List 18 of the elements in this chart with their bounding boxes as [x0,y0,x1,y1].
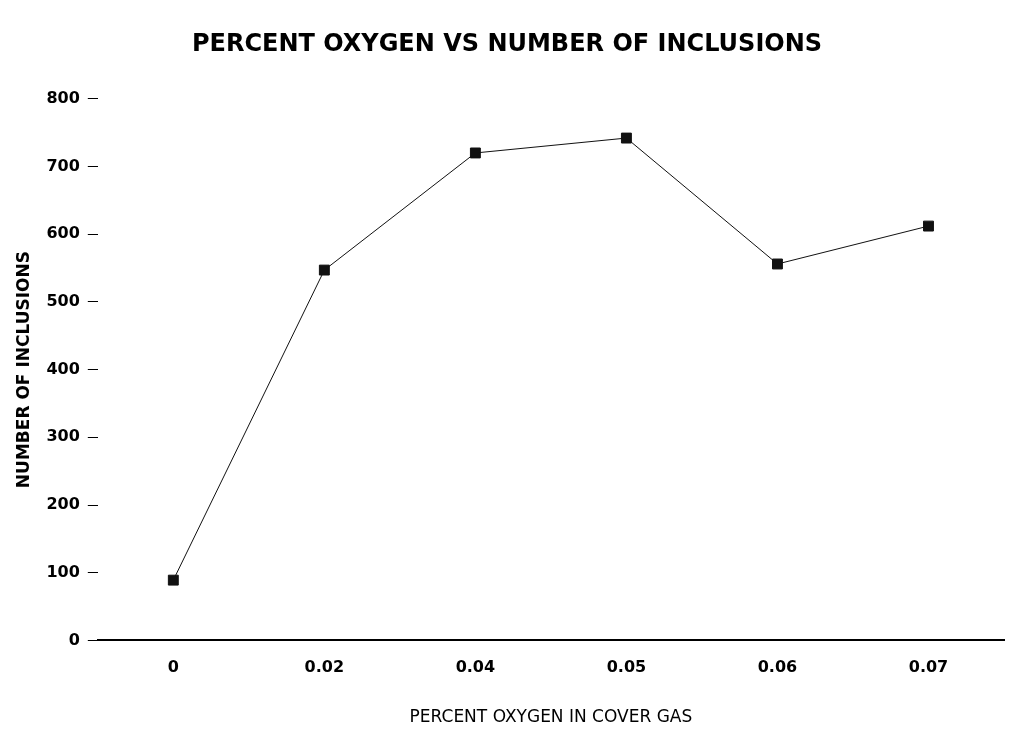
x-tick-label: 0.05 [606,657,647,677]
x-tick-label: 0.06 [757,657,798,677]
x-tick-label: 0.07 [908,657,949,677]
y-tick-label: 0 [68,629,80,649]
x-tick-label: 0.02 [304,657,345,677]
y-tick-label: 400 [46,358,80,378]
chart-title: PERCENT OXYGEN VS NUMBER OF INCLUSIONS [191,28,823,57]
y-tick-label: 100 [46,561,80,581]
x-axis-title: PERCENT OXYGEN IN COVER GAS [409,706,693,727]
y-tick-label: 600 [46,223,80,243]
y-tick-label: 300 [46,426,80,446]
y-axis-title: NUMBER OF INCLUSIONS [12,251,33,489]
y-tick-label: 800 [46,87,80,107]
y-tick-label: 700 [46,155,80,175]
x-tick-label: 0 [167,657,179,677]
y-tick-label: 200 [46,494,80,514]
y-tick-label: 500 [46,291,80,311]
x-tick-label: 0.04 [455,657,496,677]
